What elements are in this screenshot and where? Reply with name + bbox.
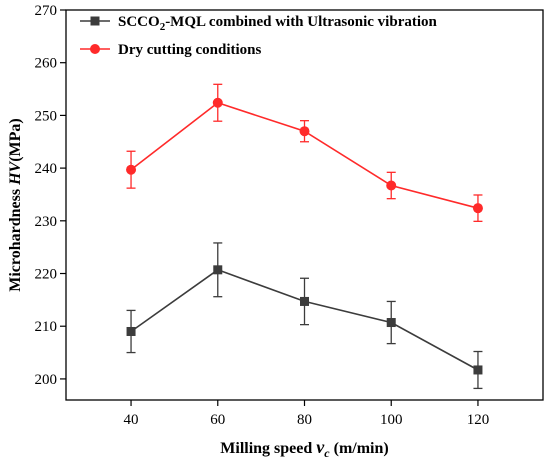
y-tick-label: 270: [35, 3, 58, 19]
data-point: [126, 164, 137, 175]
data-point: [126, 326, 136, 336]
plot-frame: [65, 9, 544, 401]
legend-marker: [90, 16, 100, 26]
series-2: [126, 83, 483, 222]
x-axis-label-subscript: c: [324, 446, 330, 460]
y-axis-ticks: 200 210 220 230 240 250 260 270: [35, 3, 66, 388]
legend-entry-2: Dry cutting conditions: [80, 42, 262, 58]
legend-label-suffix: -MQL combined with Ultrasonic vibration: [165, 14, 437, 30]
y-axis-label-suffix: (MPa): [7, 118, 24, 162]
x-tick-label: 80: [297, 412, 312, 428]
y-tick-label: 230: [35, 214, 58, 230]
x-axis-label-prefix: Milling speed: [220, 440, 316, 457]
x-tick-label: 100: [380, 412, 403, 428]
data-point: [213, 265, 223, 275]
legend-marker: [90, 44, 100, 54]
plot-layer: [126, 83, 483, 390]
y-tick-label: 250: [35, 108, 58, 124]
series-line: [130, 101, 479, 209]
y-tick-label: 200: [35, 372, 58, 388]
legend-label-prefix: Dry cutting conditions: [118, 42, 262, 58]
data-point: [473, 365, 483, 375]
x-axis-label-suffix: (m/min): [330, 440, 389, 457]
y-axis-label-prefix: Microhardness: [7, 185, 24, 292]
x-axis-label: Milling speed vc (m/min): [220, 437, 388, 460]
data-point: [472, 203, 483, 214]
x-tick-label: 60: [210, 412, 225, 428]
x-tick-label: 120: [467, 412, 490, 428]
y-axis-label-symbol: HV: [7, 160, 24, 185]
legend-label-prefix: SCCO: [118, 14, 160, 30]
y-tick-label: 260: [35, 56, 58, 72]
legend-label-subscript: 2: [160, 21, 166, 33]
data-point: [300, 296, 309, 306]
y-axis-label: Microhardness HV(MPa): [7, 118, 24, 291]
series-1: [126, 242, 483, 390]
data-point: [299, 126, 310, 137]
y-tick-label: 220: [35, 267, 58, 283]
x-axis-ticks: 40 60 80 100 120: [124, 400, 490, 428]
data-point: [386, 180, 397, 191]
y-tick-label: 210: [35, 319, 58, 335]
y-tick-label: 240: [35, 161, 58, 177]
legend-label: SCCO2-MQL combined with Ultrasonic vibra…: [118, 14, 438, 33]
x-tick-label: 40: [124, 412, 139, 428]
legend-label: Dry cutting conditions: [118, 42, 262, 58]
legend-entry-1: SCCO2-MQL combined with Ultrasonic vibra…: [80, 14, 438, 33]
legend: SCCO2-MQL combined with Ultrasonic vibra…: [80, 14, 438, 58]
x-axis-label-symbol: v: [316, 437, 325, 457]
data-point: [212, 97, 223, 108]
data-point: [386, 318, 396, 328]
